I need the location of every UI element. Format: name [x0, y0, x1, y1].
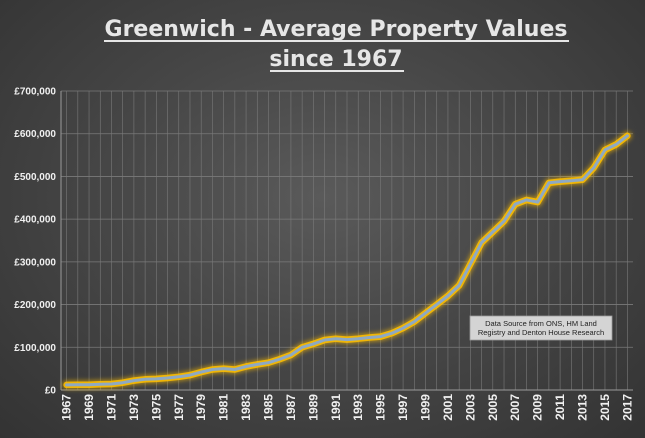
- data-point-1979: [200, 371, 202, 373]
- data-point-2016: [615, 143, 617, 145]
- x-tick-label-1969: 1969: [82, 394, 96, 421]
- data-point-2001: [447, 295, 449, 297]
- x-axis: 1967 1969 1971 1973 1975 1977 1979 1981 1983 1985…: [60, 394, 635, 421]
- x-tick-label-1999: 1999: [419, 394, 433, 421]
- x-tick-label-1975: 1975: [149, 394, 163, 421]
- data-point-1982: [234, 368, 236, 370]
- data-point-2012: [570, 180, 572, 182]
- x-tick-label-2009: 2009: [531, 394, 545, 421]
- series-line: [65, 134, 629, 387]
- x-tick-label-1979: 1979: [194, 394, 208, 421]
- y-tick-label-3: £300,000: [14, 257, 56, 268]
- x-tick-label-1997: 1997: [396, 394, 410, 421]
- x-tick-label-1991: 1991: [329, 394, 343, 421]
- data-point-1999: [424, 312, 426, 314]
- x-tick-label-1981: 1981: [217, 394, 231, 421]
- x-tick-label-1983: 1983: [239, 394, 253, 421]
- x-tick-label-1973: 1973: [127, 394, 141, 421]
- data-point-2011: [559, 180, 561, 182]
- data-point-1981: [222, 367, 224, 369]
- x-tick-label-2017: 2017: [620, 394, 634, 421]
- data-point-1972: [121, 382, 123, 384]
- data-point-1984: [256, 363, 258, 365]
- data-point-2002: [458, 284, 460, 286]
- data-point-1985: [267, 361, 269, 363]
- data-point-2017: [626, 135, 628, 137]
- chart-title-line-1: Greenwich - Average Property Values: [105, 17, 568, 42]
- data-point-2007: [514, 203, 516, 205]
- data-point-1997: [402, 327, 404, 329]
- x-tick-label-2007: 2007: [508, 394, 522, 421]
- data-point-1974: [144, 378, 146, 380]
- chart-title-line-2: since 1967: [269, 47, 402, 72]
- series-average-property-value: [62, 131, 632, 390]
- y-axis: £0 £100,000 £200,000 £300,000 £400,000 £500,0…: [14, 87, 56, 397]
- y-tick-label-1: £100,000: [14, 343, 56, 354]
- x-tick-label-1987: 1987: [284, 394, 298, 421]
- data-point-1978: [189, 374, 191, 376]
- data-point-1995: [379, 335, 381, 337]
- data-point-1996: [391, 332, 393, 334]
- data-point-1991: [335, 338, 337, 340]
- x-tick-label-2011: 2011: [553, 394, 567, 420]
- data-point-2003: [469, 263, 471, 265]
- data-point-1998: [413, 320, 415, 322]
- data-point-1968: [77, 383, 79, 385]
- x-tick-label-1971: 1971: [104, 394, 118, 421]
- data-point-2015: [604, 149, 606, 151]
- data-point-1971: [110, 383, 112, 385]
- data-point-1988: [301, 346, 303, 348]
- data-point-1975: [155, 378, 157, 380]
- chart-title: Greenwich - Average Property Values sinc…: [104, 17, 569, 72]
- data-point-2005: [492, 231, 494, 233]
- y-tick-label-4: £400,000: [14, 215, 56, 226]
- data-point-2014: [593, 167, 595, 169]
- data-point-2008: [525, 199, 527, 201]
- x-tick-label-1993: 1993: [351, 394, 365, 421]
- data-point-1986: [279, 358, 281, 360]
- x-tick-label-1989: 1989: [306, 394, 320, 421]
- data-point-2006: [503, 220, 505, 222]
- x-tick-label-1967: 1967: [60, 394, 74, 421]
- data-source-note-line-1: Data Source from ONS, HM Land: [485, 319, 597, 328]
- x-tick-label-1977: 1977: [172, 394, 186, 421]
- y-tick-label-6: £600,000: [14, 129, 56, 140]
- data-point-1976: [166, 377, 168, 379]
- y-tick-label-7: £700,000: [14, 87, 56, 98]
- x-tick-label-2003: 2003: [463, 394, 477, 421]
- data-point-2009: [536, 201, 538, 203]
- data-point-1977: [178, 376, 180, 378]
- data-point-1989: [312, 343, 314, 345]
- data-point-1992: [346, 338, 348, 340]
- data-point-2000: [436, 303, 438, 305]
- x-tick-label-2001: 2001: [441, 394, 455, 421]
- data-point-1983: [245, 365, 247, 367]
- data-point-1967: [65, 384, 67, 386]
- data-point-1987: [290, 354, 292, 356]
- data-source-note-box: [469, 315, 613, 341]
- data-point-1980: [211, 368, 213, 370]
- gridlines: [60, 90, 633, 391]
- data-point-1993: [357, 338, 359, 340]
- data-point-2010: [548, 182, 550, 184]
- x-tick-label-2005: 2005: [486, 394, 500, 421]
- x-tick-label-2015: 2015: [598, 394, 612, 421]
- data-source-note: Data Source from ONS, HM Land Registry a…: [469, 315, 613, 341]
- data-point-1973: [133, 379, 135, 381]
- data-source-note-line-2: Registry and Denton House Research: [478, 328, 604, 337]
- data-point-2013: [581, 179, 583, 181]
- x-tick-label-1985: 1985: [261, 394, 275, 421]
- data-point-1994: [368, 336, 370, 338]
- y-tick-label-5: £500,000: [14, 172, 56, 183]
- data-point-1969: [88, 383, 90, 385]
- data-point-2004: [480, 241, 482, 243]
- data-point-1970: [99, 383, 101, 385]
- y-tick-label-2: £200,000: [14, 300, 56, 311]
- x-tick-label-2013: 2013: [576, 394, 590, 421]
- data-point-1990: [323, 339, 325, 341]
- x-tick-label-1995: 1995: [374, 394, 388, 421]
- y-tick-label-0: £0: [45, 386, 57, 397]
